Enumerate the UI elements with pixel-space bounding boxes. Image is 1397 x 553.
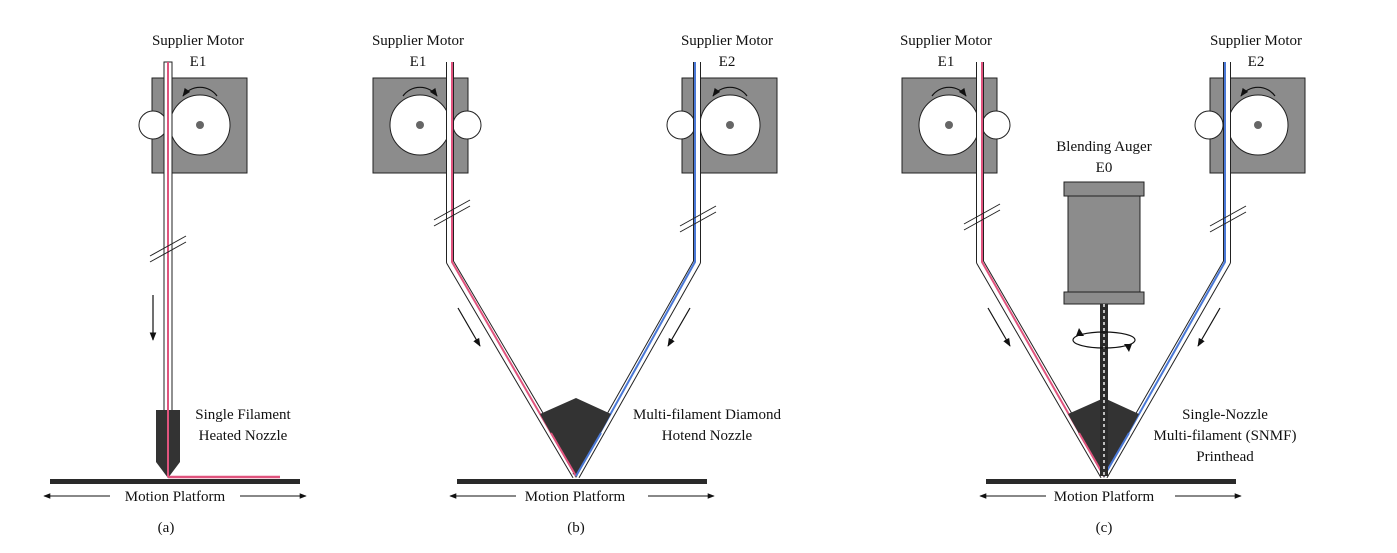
auger-rotation-icon <box>1072 331 1136 349</box>
feed-arrow-icon <box>987 307 1011 347</box>
nozzle-c-label-line-2: Multi-filament (SNMF) <box>1154 428 1297 444</box>
motor-c-e1 <box>901 77 1011 174</box>
nozzle-c-label-line-1: Single-Nozzle <box>1182 407 1268 423</box>
break-mark <box>679 205 717 227</box>
motor-b-e1 <box>372 77 482 174</box>
motor-a-e1-title: Supplier Motor <box>152 33 244 49</box>
motor-a-e1-id: E1 <box>190 54 207 70</box>
panel-c: Supplier Motor E1 Supplier Motor E2 <box>900 33 1306 536</box>
rotation-arrow-icon <box>182 86 218 97</box>
feed-arrow-icon <box>457 307 481 347</box>
filament-e2 <box>1103 62 1226 477</box>
platform-a-label: Motion Platform <box>125 489 226 505</box>
filament-e1 <box>981 62 1105 477</box>
motor-b-e1-id: E1 <box>410 54 427 70</box>
break-mark <box>1209 211 1247 233</box>
break-mark <box>1209 205 1247 227</box>
caption-b: (b) <box>567 520 585 536</box>
nozzle-b-label-line-2: Hotend Nozzle <box>662 428 753 444</box>
motion-platform <box>457 479 707 484</box>
motor-b-e1-title: Supplier Motor <box>372 33 464 49</box>
diamond-nozzle <box>540 398 611 478</box>
nozzle-a-label-line-1: Single Filament <box>195 407 291 423</box>
motor-a-e1 <box>138 77 248 174</box>
break-mark <box>433 199 471 221</box>
rotation-arrow-icon <box>931 86 967 97</box>
panel-b: Supplier Motor E1 Supplier Motor E2 <box>372 33 781 536</box>
motor-b-e2 <box>666 77 778 174</box>
break-mark <box>433 205 471 227</box>
nozzle-c-label-line-3: Printhead <box>1196 449 1254 465</box>
break-mark <box>149 241 187 263</box>
motor-c-e1-title: Supplier Motor <box>900 33 992 49</box>
motor-c-e2-id: E2 <box>1248 54 1265 70</box>
blending-auger-motor <box>1063 181 1145 305</box>
filament-e1 <box>451 62 577 477</box>
platform-c-label: Motion Platform <box>1054 489 1155 505</box>
motor-b-e2-id: E2 <box>719 54 736 70</box>
panel-a: Supplier Motor E1 Single Filament Heated… <box>43 33 307 536</box>
motion-platform <box>986 479 1236 484</box>
break-mark <box>679 211 717 233</box>
auger-title: Blending Auger <box>1056 139 1151 155</box>
motor-c-e2-title: Supplier Motor <box>1210 33 1302 49</box>
rotation-arrow-icon <box>1240 86 1276 97</box>
break-mark <box>963 209 1001 231</box>
break-mark <box>149 235 187 257</box>
filament-e2 <box>575 62 696 477</box>
feed-arrow-icon <box>1197 307 1221 347</box>
nozzle-b-label-line-1: Multi-filament Diamond <box>633 407 781 423</box>
feed-arrow-icon <box>667 307 691 347</box>
platform-b-label: Motion Platform <box>525 489 626 505</box>
motor-b-e2-title: Supplier Motor <box>681 33 773 49</box>
motor-c-e1-id: E1 <box>938 54 955 70</box>
gear-hub <box>196 121 204 129</box>
rotation-arrow-icon <box>402 86 438 97</box>
auger-id: E0 <box>1096 160 1113 176</box>
rotation-arrow-icon <box>712 86 748 97</box>
break-mark <box>963 203 1001 225</box>
caption-a: (a) <box>158 520 175 536</box>
idler-wheel <box>138 110 168 140</box>
motor-c-e2 <box>1194 77 1306 174</box>
motion-platform <box>50 479 300 484</box>
nozzle-a-label-line-2: Heated Nozzle <box>199 428 288 444</box>
caption-c: (c) <box>1096 520 1113 536</box>
